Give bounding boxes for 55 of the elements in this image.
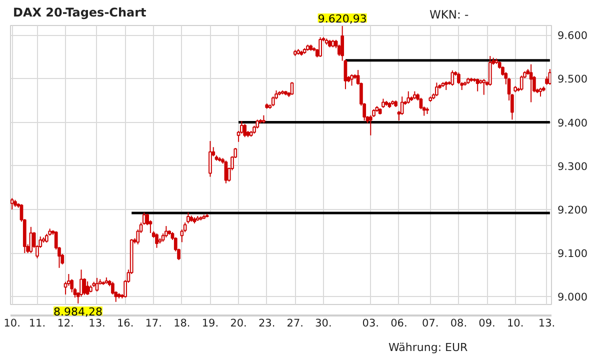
candlestick xyxy=(529,64,533,103)
candlestick xyxy=(382,98,385,108)
x-tick-label: 16. xyxy=(116,318,134,330)
candlestick xyxy=(10,198,14,210)
candlestick xyxy=(450,70,454,86)
x-tick-label: 03. xyxy=(362,318,379,330)
x-tick-label: 12. xyxy=(57,318,74,330)
x-tick-label: 09. xyxy=(478,318,496,330)
candlestick xyxy=(80,269,83,298)
candlestick xyxy=(406,90,410,104)
text: 9.620,93 xyxy=(318,12,367,26)
x-tick-label: 07. xyxy=(422,318,439,330)
x-tick-label: 17. xyxy=(145,318,162,330)
candlestick xyxy=(520,75,524,91)
candlestick xyxy=(482,78,486,96)
text: WKN: - xyxy=(430,8,469,22)
x-tick-label: 10. xyxy=(4,318,20,330)
y-tick-label: 9.300 xyxy=(558,160,588,173)
candlestick xyxy=(350,74,354,86)
x-tick-label: 20. xyxy=(230,318,247,330)
y-tick-label: 9.400 xyxy=(558,117,588,130)
x-tick-label: 11. xyxy=(28,318,46,330)
x-tick-label: 10. xyxy=(506,318,524,330)
candlestick xyxy=(243,124,247,138)
candlestick xyxy=(290,82,294,96)
candlestick xyxy=(95,277,99,292)
candlestick xyxy=(476,78,480,92)
x-tick-label: 18. xyxy=(174,318,190,330)
candlestick xyxy=(82,278,86,296)
x-tick-label: 13. xyxy=(88,318,106,330)
x-tick-label: 27. xyxy=(286,318,304,330)
x-tick-label: 06. xyxy=(390,318,408,330)
text: Währung: EUR xyxy=(388,341,468,354)
x-tick-label: 19. xyxy=(202,318,219,330)
text: 8.984,28 xyxy=(53,306,102,318)
y-tick-label: 9.200 xyxy=(558,204,588,216)
y-tick-label: 9.000 xyxy=(558,292,588,304)
candlestick xyxy=(224,160,228,184)
candlestick xyxy=(318,36,322,58)
candlestick xyxy=(208,140,212,178)
y-tick-label: 9.600 xyxy=(558,30,588,42)
x-tick-label: 23. xyxy=(258,318,276,330)
candlestick xyxy=(435,82,438,97)
candlestick xyxy=(86,280,90,296)
candlestick xyxy=(155,232,158,248)
x-tick-label: 13. xyxy=(538,318,556,330)
x-tick-label: 08. xyxy=(450,318,468,330)
y-tick-label: 9.100 xyxy=(558,248,588,260)
chart-title: DAX 20-Tages-Chart xyxy=(13,6,147,20)
candlestick xyxy=(186,212,190,224)
candlestick xyxy=(164,226,168,238)
candlestick xyxy=(29,226,33,254)
candlestick xyxy=(488,56,492,86)
x-tick-label: 30. xyxy=(315,318,332,330)
y-tick-label: 9.500 xyxy=(558,74,588,86)
